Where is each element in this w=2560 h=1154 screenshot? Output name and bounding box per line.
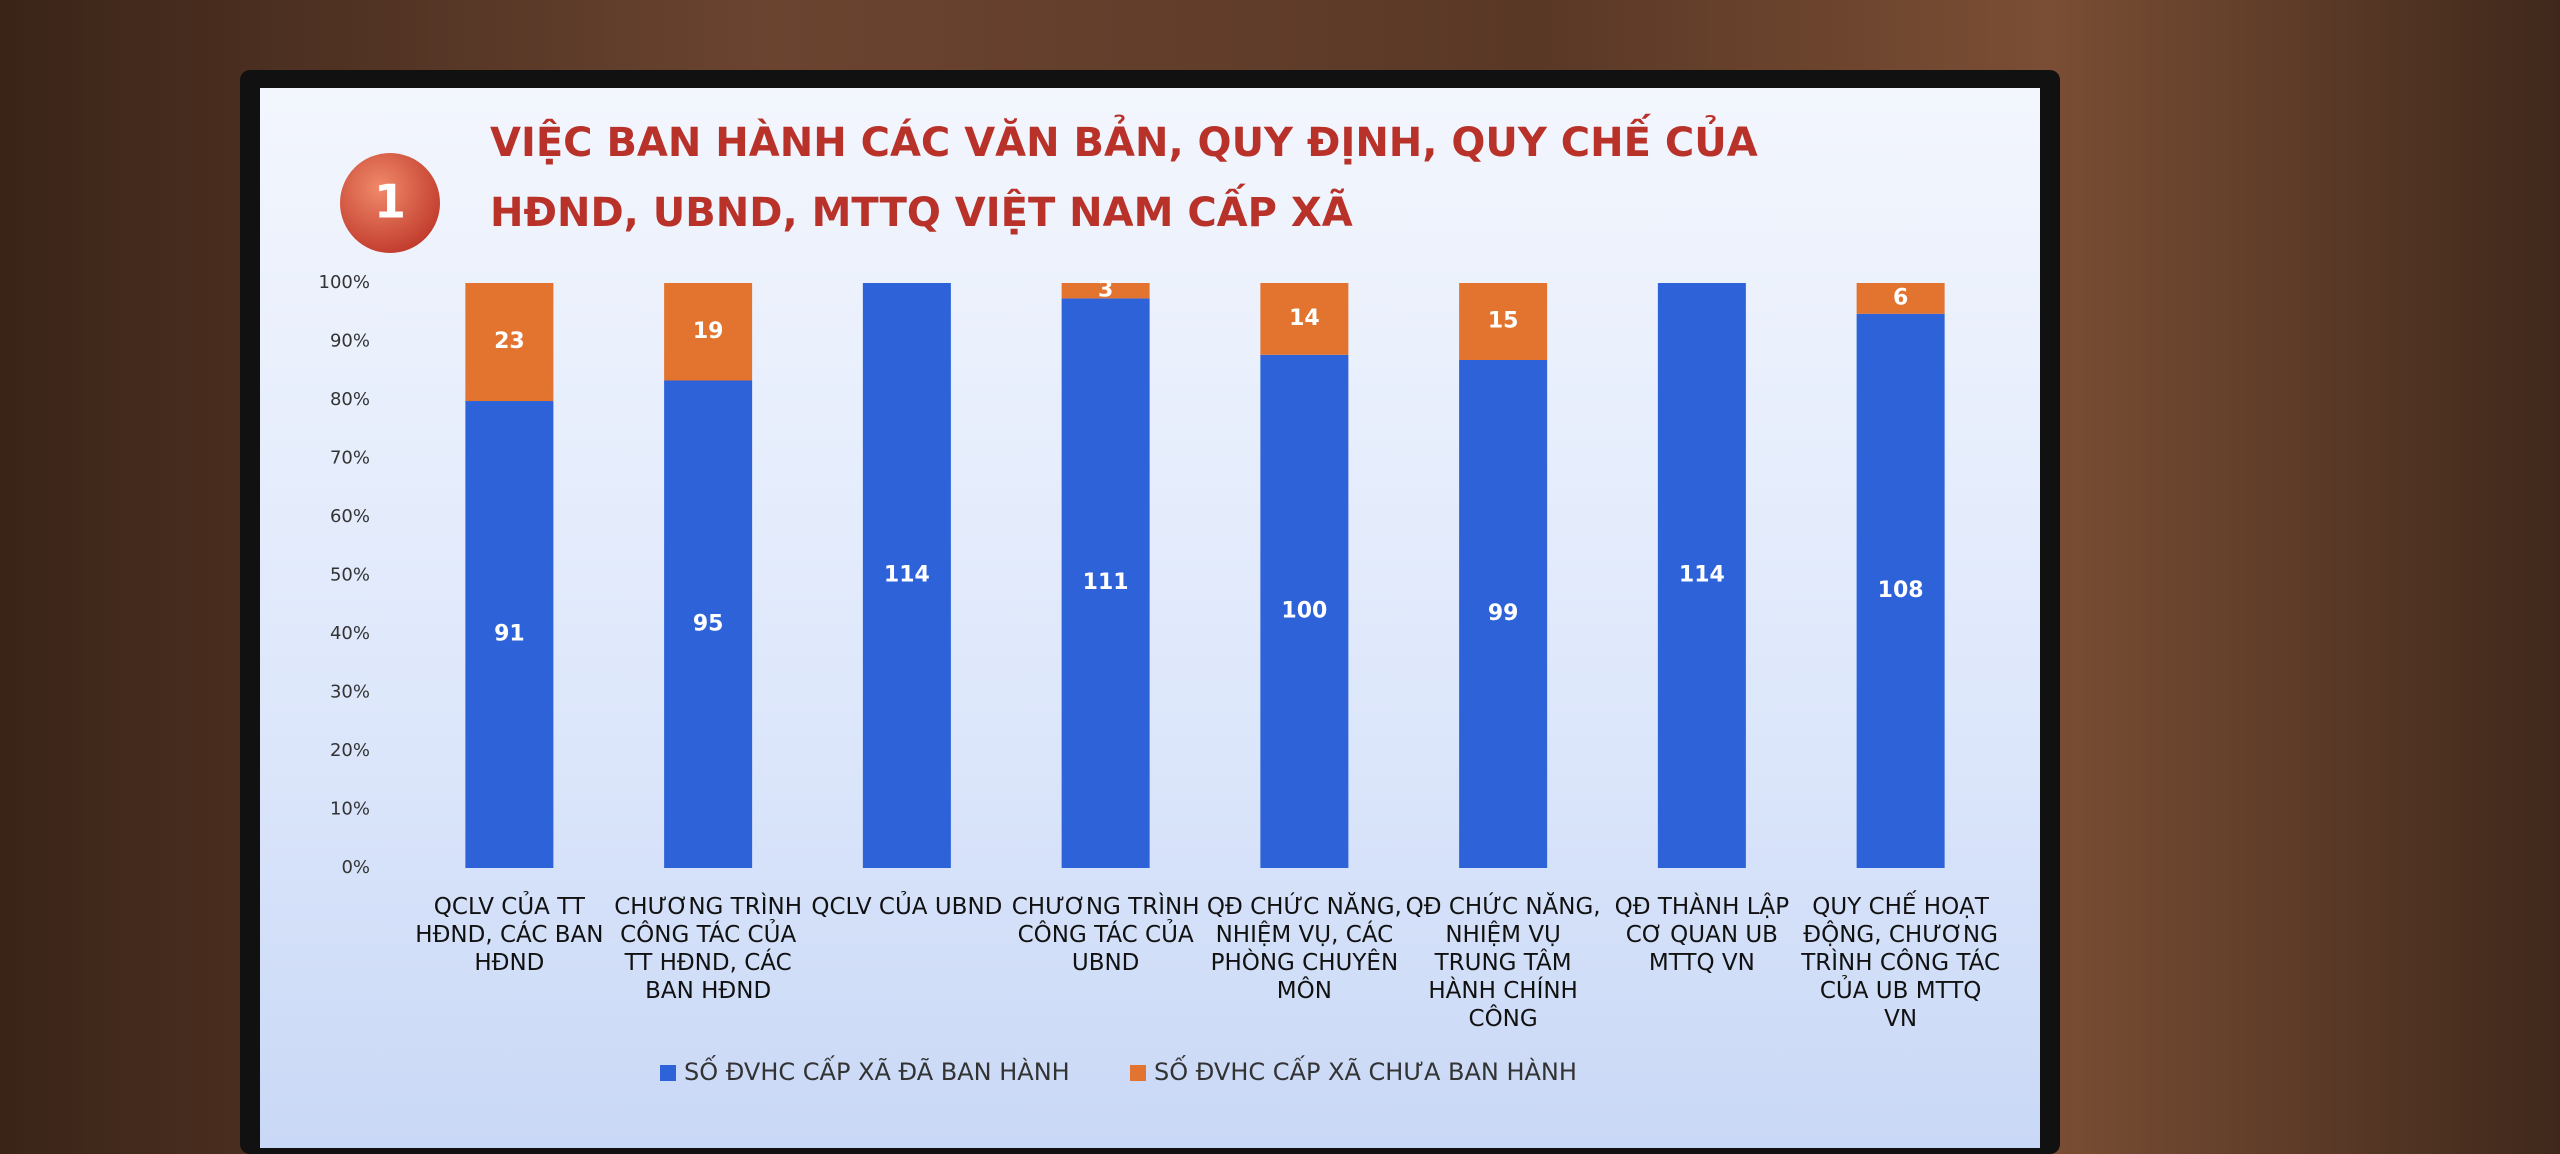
data-label: 95: [693, 611, 724, 636]
bar-segment: [1260, 354, 1349, 868]
bar-segment: [664, 283, 753, 381]
data-label: 108: [1878, 578, 1924, 603]
x-tick-label: QUY CHẾ HOẠT ĐỘNG, CHƯƠNG TRÌNH CÔNG TÁC…: [1801, 894, 2001, 1032]
bar-segment: [1856, 313, 1945, 868]
bar-segment: [664, 380, 753, 868]
chart-title: VIỆC BAN HÀNH CÁC VĂN BẢN, QUY ĐỊNH, QUY…: [490, 120, 1758, 236]
data-label: 91: [494, 622, 525, 647]
data-label: 114: [884, 563, 930, 588]
data-label: 3: [1098, 278, 1113, 303]
y-tick-label: 20%: [330, 740, 370, 761]
data-label: 6: [1893, 285, 1908, 310]
bar-segment: [1459, 359, 1548, 868]
bar-segment: [862, 283, 951, 868]
badge: [340, 153, 440, 253]
bar-segment: [1459, 283, 1548, 360]
y-tick-label: 80%: [330, 389, 370, 410]
data-label: 114: [1679, 563, 1725, 588]
chart: 1 0% 10% 20% 30% 40% 50% 60% 70% 80% 90% 100% 91 23 9…: [319, 153, 1945, 1086]
y-tick-label: 0%: [341, 857, 370, 878]
data-label: 111: [1083, 570, 1129, 595]
bar-segment: [1657, 283, 1746, 868]
y-tick-label: 10%: [330, 799, 370, 820]
data-label: 23: [494, 329, 525, 354]
legend-label: SỐ ĐVHC CẤP XÃ CHƯA BAN HÀNH: [1154, 1054, 1577, 1086]
x-tick-label: QĐ CHỨC NĂNG, NHIỆM VỤ TRUNG TÂM HÀNH CH…: [1405, 894, 1601, 1032]
legend-swatch: [1130, 1065, 1146, 1081]
y-tick-label: 40%: [330, 623, 370, 644]
x-tick-label: QCLV CỦA UBND: [811, 894, 1003, 920]
y-tick-label: 30%: [330, 682, 370, 703]
bar-segment: [465, 283, 554, 402]
x-tick-label: QĐ CHỨC NĂNG, NHIỆM VỤ, CÁC PHÒNG CHUYÊN…: [1206, 894, 1402, 1004]
x-tick-label: QCLV CỦA TT HĐND, CÁC BAN HĐND: [415, 894, 604, 976]
bar-segment: [1061, 283, 1150, 299]
badge-number: 1: [374, 175, 406, 229]
bar-segment: [1856, 283, 1945, 314]
bar-segment: [465, 401, 554, 868]
bar-segment: [1061, 298, 1150, 868]
data-label: 19: [693, 319, 724, 344]
data-label: 100: [1281, 598, 1327, 623]
screen: 1 0% 10% 20% 30% 40% 50% 60% 70% 80% 90% 100% 91 23 9…: [260, 88, 2040, 1148]
data-label: 99: [1488, 601, 1519, 626]
y-tick-label: 90%: [330, 331, 370, 352]
legend-swatch: [660, 1065, 676, 1081]
tv-bezel: 1 0% 10% 20% 30% 40% 50% 60% 70% 80% 90% 100% 91 23 9…: [240, 70, 2060, 1154]
x-tick-label: CHƯƠNG TRÌNH CÔNG TÁC CỦA UBND: [1011, 894, 1200, 976]
legend-label: SỐ ĐVHC CẤP XÃ ĐÃ BAN HÀNH: [684, 1054, 1070, 1086]
data-label: 15: [1488, 308, 1519, 333]
bar-segment: [1260, 283, 1349, 355]
y-tick-label: 70%: [330, 448, 370, 469]
x-tick-label: QĐ THÀNH LẬP CƠ QUAN UB MTTQ VN: [1614, 894, 1790, 976]
x-tick-label: CHƯƠNG TRÌNH CÔNG TÁC CỦA TT HĐND, CÁC B…: [614, 894, 802, 1004]
data-label: 14: [1289, 306, 1320, 331]
y-tick-label: 50%: [330, 565, 370, 586]
y-tick-label: 100%: [319, 272, 370, 293]
y-tick-label: 60%: [330, 506, 370, 527]
